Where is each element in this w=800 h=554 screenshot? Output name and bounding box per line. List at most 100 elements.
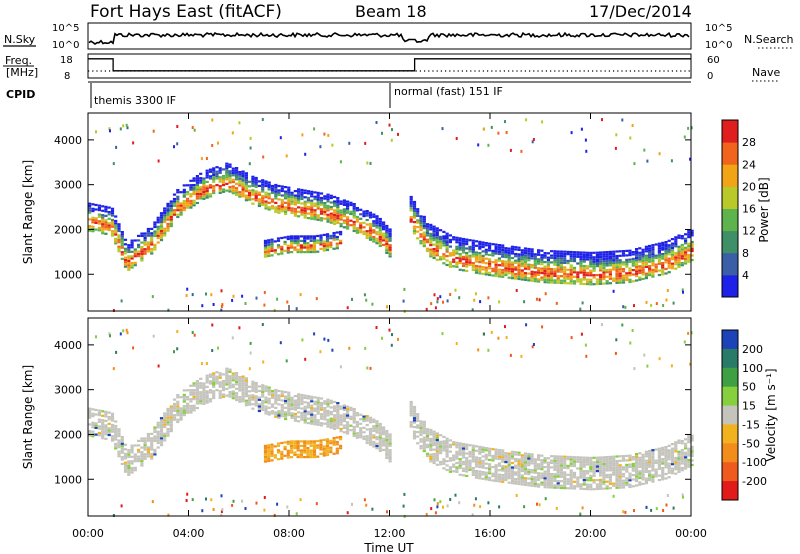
power-cell: [631, 269, 635, 272]
velocity-cell: [429, 440, 433, 443]
velocity-cell: [484, 447, 488, 450]
power-cell: [657, 249, 661, 252]
power-cell: [612, 279, 616, 282]
velocity-cell: [313, 400, 317, 403]
power-scatter: [186, 287, 189, 291]
power-cell: [199, 186, 203, 189]
velocity-cell: [215, 371, 219, 374]
velocity-cell: [293, 404, 297, 407]
power-cell: [117, 241, 121, 244]
velocity-cell: [527, 470, 531, 473]
power-cell: [481, 254, 485, 257]
power-cell: [687, 242, 691, 245]
velocity-cell: [514, 453, 518, 456]
velocity-cell: [409, 425, 413, 428]
velocity-cell: [202, 395, 206, 399]
velocity-cell: [235, 374, 239, 377]
power-cell: [123, 265, 128, 268]
power-cell: [612, 277, 616, 280]
velocity-cell: [303, 408, 307, 411]
power-cell: [280, 210, 284, 213]
velocity-cell: [264, 401, 268, 404]
velocity-cell: [244, 386, 248, 389]
power-cell: [127, 266, 131, 269]
power-cell: [429, 252, 433, 256]
power-cell: [241, 190, 245, 193]
power-cell: [582, 260, 586, 263]
power-cell: [520, 260, 524, 263]
power-cell: [612, 250, 616, 253]
power-cell: [287, 186, 291, 189]
power-scatter: [483, 127, 485, 131]
velocity-cell: [274, 413, 278, 416]
power-cell: [445, 250, 449, 253]
velocity-cell: [465, 456, 469, 460]
velocity-cell: [300, 396, 304, 399]
power-cell: [533, 266, 537, 269]
power-cell: [212, 174, 216, 177]
power-cell: [635, 257, 639, 260]
velocity-cell: [530, 453, 534, 456]
power-scatter: [112, 162, 115, 166]
power-cell: [91, 230, 95, 233]
velocity-cell: [300, 398, 304, 401]
velocity-cell: [235, 394, 239, 397]
velocity-cell: [559, 473, 563, 476]
power-cell: [680, 252, 684, 256]
power-scatter: [248, 162, 251, 166]
power-cell: [520, 271, 524, 274]
power-cell: [517, 248, 521, 251]
power-scatter: [532, 138, 535, 141]
power-cell: [628, 267, 632, 270]
power-scatter: [580, 127, 583, 131]
power-scatter: [263, 303, 266, 307]
power-cell: [677, 256, 681, 260]
velocity-cell: [425, 439, 430, 442]
velocity-cell: [644, 450, 648, 453]
velocity-cell: [362, 420, 366, 423]
power-cell: [461, 246, 466, 250]
power-cell: [484, 250, 488, 254]
velocity-cell: [546, 461, 550, 464]
velocity-cell: [409, 414, 413, 417]
velocity-cell: [277, 389, 281, 393]
power-cell: [546, 279, 550, 282]
velocity-cell: [349, 406, 353, 409]
power-cell: [439, 258, 443, 261]
velocity-cell: [277, 396, 281, 399]
velocity-cell: [651, 473, 655, 476]
power-cell: [465, 263, 469, 266]
power-cell: [127, 244, 131, 247]
power-cell: [651, 259, 655, 262]
power-cell: [277, 198, 281, 201]
power-cell: [326, 193, 330, 196]
power-cell: [556, 270, 560, 273]
velocity-cell: [293, 395, 297, 398]
power-scatter: [176, 125, 179, 128]
velocity-cell: [319, 415, 324, 418]
velocity-cell: [599, 487, 603, 490]
power-cell: [97, 226, 101, 230]
velocity-cell: [550, 459, 554, 462]
velocity-cell: [238, 398, 242, 401]
x-tick-label: 20:00: [575, 527, 607, 540]
power-cell: [385, 236, 389, 239]
velocity-cell: [104, 410, 108, 413]
velocity-cell: [680, 460, 684, 463]
power-cell: [156, 219, 160, 222]
power-cell: [235, 171, 239, 174]
y-tick-label: 2000: [54, 428, 82, 441]
velocity-cell: [494, 448, 498, 451]
velocity-cell: [385, 436, 389, 439]
velocity-cell: [595, 458, 599, 461]
velocity-cell: [263, 444, 268, 447]
velocity-cell: [293, 412, 297, 416]
power-cell: [382, 239, 386, 242]
velocity-cell: [101, 430, 105, 433]
power-cell: [543, 267, 547, 270]
power-cell: [419, 233, 423, 236]
power-cell: [618, 281, 622, 284]
power-cell: [303, 214, 307, 217]
power-cell: [189, 202, 193, 205]
velocity-cell: [205, 390, 209, 393]
